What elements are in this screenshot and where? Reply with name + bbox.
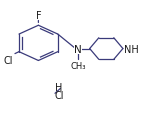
Text: Cl: Cl: [3, 56, 13, 66]
Text: CH₃: CH₃: [70, 61, 86, 70]
Text: F: F: [36, 11, 41, 21]
Text: Cl: Cl: [54, 90, 64, 100]
Text: H: H: [55, 82, 62, 92]
Text: NH: NH: [124, 44, 139, 54]
Text: N: N: [74, 44, 82, 54]
